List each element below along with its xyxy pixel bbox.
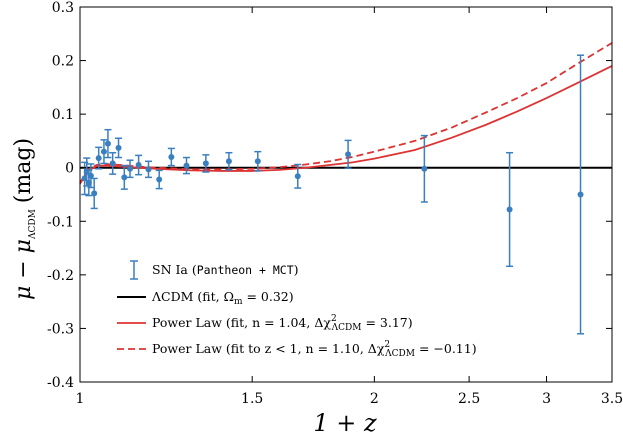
legend-entry-lcdm: ΛCDM (fit, Ωm = 0.32) bbox=[117, 289, 294, 307]
data-point bbox=[577, 191, 584, 198]
y-tick-label: -0.2 bbox=[47, 268, 74, 284]
x-tick-label: 3 bbox=[542, 391, 551, 407]
legend-label-power: Power Law (fit, n = 1.04, Δχ2 ΛCDM = 3.17… bbox=[152, 314, 413, 333]
x-axis-label: 1 + z bbox=[313, 409, 377, 437]
data-point bbox=[225, 158, 232, 165]
data-point bbox=[109, 160, 116, 167]
legend-label-power-zlt1: Power Law (fit to z < 1, n = 1.10, Δχ2 ΛC… bbox=[152, 340, 477, 359]
data-point bbox=[345, 151, 352, 158]
y-axis-label-unit: (mag) bbox=[11, 138, 36, 203]
y-axis-label: μ − μΛCDM (mag) bbox=[11, 138, 38, 300]
data-point bbox=[168, 154, 175, 160]
data-point bbox=[95, 155, 102, 162]
data-point bbox=[127, 165, 134, 172]
y-tick-label: 0 bbox=[65, 161, 74, 177]
points-layer bbox=[81, 54, 585, 335]
data-point bbox=[145, 166, 152, 173]
y-tick-label: 0.2 bbox=[52, 54, 74, 70]
legend-entry-sn: SN Ia (Pantheon + MCT) bbox=[130, 260, 299, 280]
data-point bbox=[121, 174, 128, 181]
data-point bbox=[183, 162, 190, 169]
curves-layer bbox=[79, 42, 613, 185]
data-point bbox=[156, 176, 163, 183]
data-point bbox=[104, 140, 111, 147]
series-line-3 bbox=[79, 42, 613, 184]
x-tick-label: 1.5 bbox=[241, 391, 263, 407]
legend-entry-power: Power Law (fit, n = 1.04, Δχ2 ΛCDM = 3.17… bbox=[117, 314, 413, 333]
y-tick-label: -0.1 bbox=[47, 214, 74, 230]
x-tick-label: 1 bbox=[76, 391, 85, 407]
data-point bbox=[87, 172, 94, 179]
legend-label-sn: SN Ia (Pantheon + MCT) bbox=[152, 262, 299, 277]
ticks-layer: 1 1.5 2 2.5 3 3.5 -0.4 -0.3 -0.2 -0.1 0 0.1 0.2 0.3 bbox=[47, 0, 623, 407]
data-point bbox=[100, 148, 107, 155]
data-point bbox=[135, 162, 142, 169]
data-point bbox=[421, 165, 428, 172]
x-tick-label: 2.5 bbox=[458, 391, 480, 407]
svg-text:μ − μΛCDM(mag): μ − μΛCDM (mag) bbox=[11, 138, 38, 300]
y-tick-label: 0.1 bbox=[52, 107, 74, 123]
x-tick-label: 2 bbox=[370, 391, 379, 407]
plot-frame bbox=[79, 6, 613, 383]
legend: SN Ia (Pantheon + MCT) ΛCDM (fit, Ωm = 0… bbox=[117, 260, 477, 359]
legend-entry-power-zlt1: Power Law (fit to z < 1, n = 1.10, Δχ2 ΛC… bbox=[117, 340, 477, 359]
y-tick-label: -0.4 bbox=[47, 375, 74, 391]
data-point bbox=[294, 173, 301, 180]
data-point bbox=[202, 160, 209, 167]
data-point bbox=[506, 206, 513, 213]
legend-label-lcdm: ΛCDM (fit, Ωm = 0.32) bbox=[151, 289, 294, 307]
y-axis-label-main: μ − μ bbox=[11, 239, 36, 300]
y-axis-label-sub: ΛCDM bbox=[28, 209, 38, 240]
data-point bbox=[254, 158, 261, 165]
series-line-2 bbox=[79, 65, 613, 185]
data-point bbox=[115, 144, 122, 151]
x-tick-label: 3.5 bbox=[601, 391, 623, 407]
y-tick-label: -0.3 bbox=[47, 321, 74, 337]
y-tick-label: 0.3 bbox=[52, 0, 74, 16]
data-point bbox=[91, 190, 98, 197]
